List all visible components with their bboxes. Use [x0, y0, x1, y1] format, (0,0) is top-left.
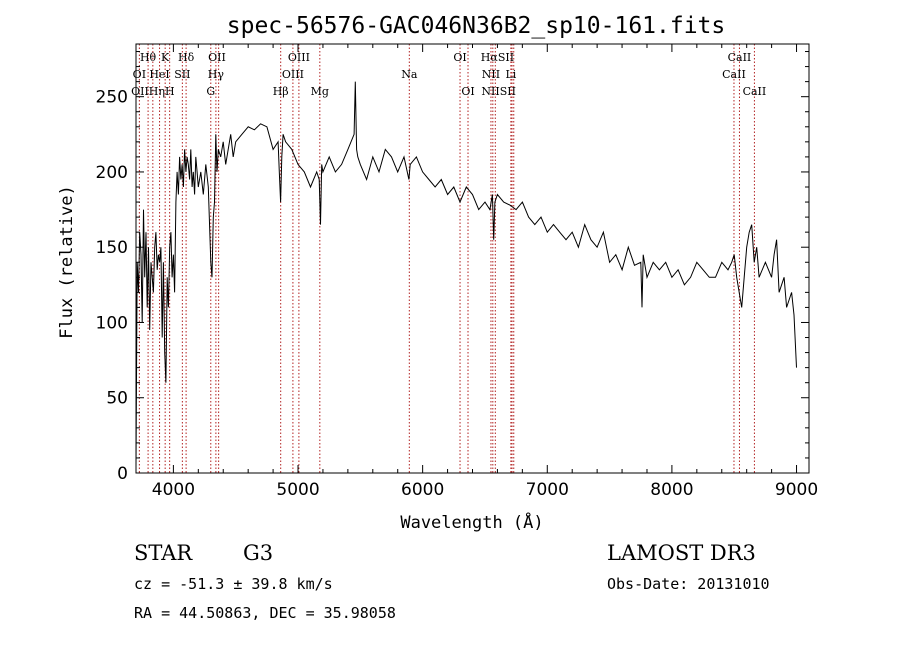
- x-axis-label: Wavelength (Å): [400, 511, 543, 533]
- spectral-line-label: Hθ: [140, 51, 157, 64]
- x-tick-label: 7000: [526, 480, 569, 500]
- x-tick-label: 6000: [401, 480, 444, 500]
- y-tick-label: 100: [96, 313, 128, 333]
- spectral-line-label: Na: [401, 68, 418, 81]
- spectral-line-label: SII: [174, 68, 190, 81]
- spectral-line-label: HeI: [149, 68, 169, 81]
- y-tick-label: 0: [117, 464, 128, 484]
- spectral-line-label: NIISII: [481, 85, 516, 98]
- spectral-line-label: OIII: [288, 51, 310, 64]
- spectral-line-label: OII: [208, 51, 226, 64]
- x-axis-ticks: 4000 5000 6000 7000 8000 9000: [152, 44, 818, 500]
- spectral-line-label: OI: [453, 51, 466, 64]
- spectral-line-label: Mg: [311, 85, 329, 98]
- spectral-line-label: G: [206, 85, 215, 98]
- obs-date-text: Obs-Date: 20131010: [607, 575, 770, 593]
- object-class-text: STAR: [134, 541, 193, 565]
- spectral-line-label: CaII: [728, 51, 752, 64]
- chart-title: spec-56576-GAC046N36B2_sp10-161.fits: [227, 13, 726, 39]
- plot-frame: [135, 43, 810, 474]
- x-tick-label: 5000: [276, 480, 319, 500]
- y-tick-label: 200: [96, 163, 128, 183]
- spectral-line-label: Li: [505, 68, 516, 81]
- spectrum-series-line: [135, 81, 797, 466]
- redshift-text: cz = -51.3 ± 39.8 km/s: [134, 575, 333, 593]
- spectral-line-label: Hδ: [178, 51, 195, 64]
- spectral-line-label: NII: [482, 68, 500, 81]
- spectral-line-label: Hγ: [208, 68, 225, 81]
- spectral-line-label: Hβ: [273, 85, 289, 98]
- subclass-text: G3: [243, 541, 273, 565]
- coordinates-text: RA = 44.50863, DEC = 35.98058: [134, 604, 396, 622]
- spectral-line-label: OI: [461, 85, 474, 98]
- x-tick-label: 4000: [152, 480, 195, 500]
- spectral-line-label: OIII: [282, 68, 304, 81]
- spectral-line-label: CaII: [743, 85, 767, 98]
- y-axis-ticks: 0 50 100 150 200 250: [96, 51, 809, 484]
- x-tick-label: 8000: [650, 480, 693, 500]
- spectral-line-label: HαSII: [481, 51, 514, 64]
- spectral-line-label: OIIHηH: [131, 85, 174, 98]
- y-axis-label: Flux (relative): [57, 185, 77, 339]
- spectral-line-label: K: [161, 51, 170, 64]
- spectral-line-markers: [138, 44, 755, 473]
- y-tick-label: 50: [106, 389, 128, 409]
- survey-text: LAMOST DR3: [607, 541, 756, 565]
- spectral-line-label: OI: [133, 68, 146, 81]
- spectral-line-label: CaII: [722, 68, 746, 81]
- x-tick-label: 9000: [775, 480, 818, 500]
- y-tick-label: 250: [96, 88, 128, 108]
- y-tick-label: 150: [96, 238, 128, 258]
